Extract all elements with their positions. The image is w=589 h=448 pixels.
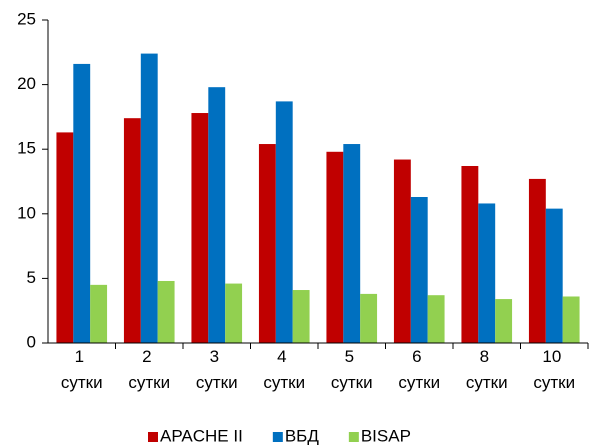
y-tick-label: 20 <box>17 74 36 93</box>
legend-label: BISAP <box>361 426 411 445</box>
legend-swatch <box>348 432 359 442</box>
bar <box>545 208 563 343</box>
bar <box>326 151 344 343</box>
bar <box>427 295 445 343</box>
bar <box>528 178 546 343</box>
bar <box>258 144 276 343</box>
x-tick-label: 6 сутки <box>398 347 440 392</box>
bar <box>495 299 513 343</box>
bar <box>461 165 479 343</box>
y-tick-label: 10 <box>17 203 36 222</box>
bar <box>275 101 293 343</box>
legend-swatch <box>272 432 283 442</box>
bar <box>562 296 580 343</box>
y-tick-label: 25 <box>17 9 36 28</box>
bar <box>410 197 428 343</box>
legend-item: BISAP <box>348 426 411 445</box>
bar <box>157 280 175 343</box>
bar <box>225 283 243 343</box>
x-tick-label: 4 сутки <box>263 347 305 392</box>
bar <box>343 144 361 343</box>
bar <box>208 87 226 344</box>
bar <box>123 118 141 343</box>
bar <box>393 159 411 343</box>
bar <box>73 63 91 343</box>
bar <box>191 113 209 343</box>
legend-swatch <box>148 432 158 442</box>
bar <box>478 203 496 343</box>
x-tick-label: 2 сутки <box>128 347 170 392</box>
y-tick-label: 0 <box>27 332 36 351</box>
legend-item: ВБД <box>272 426 319 445</box>
x-tick-label: 5 сутки <box>331 347 373 392</box>
x-tick-label: 3 сутки <box>196 347 238 392</box>
bar <box>90 284 108 343</box>
bar <box>140 53 158 343</box>
legend-item: APACHE II <box>148 426 243 445</box>
bar <box>292 290 310 343</box>
bar <box>360 293 378 343</box>
x-tick-label: 1 сутки <box>61 347 103 392</box>
x-tick-label: 10 сутки <box>533 347 575 392</box>
y-tick-label: 15 <box>17 139 36 158</box>
legend-label: ВБД <box>285 426 319 445</box>
x-tick-label: 8 сутки <box>466 347 508 392</box>
y-tick-label: 5 <box>27 268 36 287</box>
bar <box>56 132 74 343</box>
legend-label: APACHE II <box>160 426 243 445</box>
